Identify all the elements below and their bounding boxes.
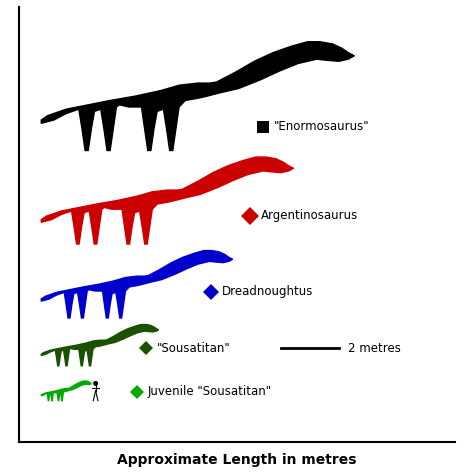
Polygon shape bbox=[41, 325, 159, 366]
Text: "Sousatitan": "Sousatitan" bbox=[156, 342, 230, 355]
Text: Argentinosaurus: Argentinosaurus bbox=[261, 209, 358, 222]
Polygon shape bbox=[41, 381, 91, 401]
Text: 2 metres: 2 metres bbox=[348, 342, 401, 355]
Text: Dreadnoughtus: Dreadnoughtus bbox=[222, 285, 313, 298]
Polygon shape bbox=[41, 157, 293, 244]
Text: Juvenile "Sousatitan": Juvenile "Sousatitan" bbox=[148, 385, 272, 399]
Polygon shape bbox=[41, 42, 355, 150]
Circle shape bbox=[94, 382, 97, 385]
Text: "Enormosaurus": "Enormosaurus" bbox=[274, 120, 370, 133]
Polygon shape bbox=[41, 251, 233, 318]
X-axis label: Approximate Length in metres: Approximate Length in metres bbox=[117, 453, 357, 467]
